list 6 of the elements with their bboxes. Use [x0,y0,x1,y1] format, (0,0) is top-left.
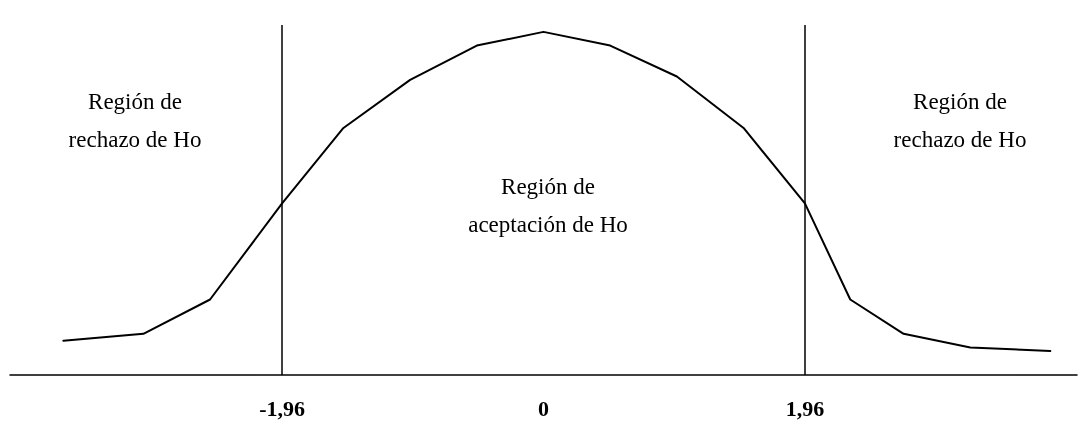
x-tick-label: 1,96 [785,395,825,421]
x-tick-label: 0 [538,395,549,421]
annotation: Región de aceptación de Ho [468,173,628,237]
annotation: Región de rechazo de Ho [68,88,202,152]
x-tick-label: -1,96 [259,395,305,421]
annotation: Región de rechazo de Ho [893,88,1027,152]
